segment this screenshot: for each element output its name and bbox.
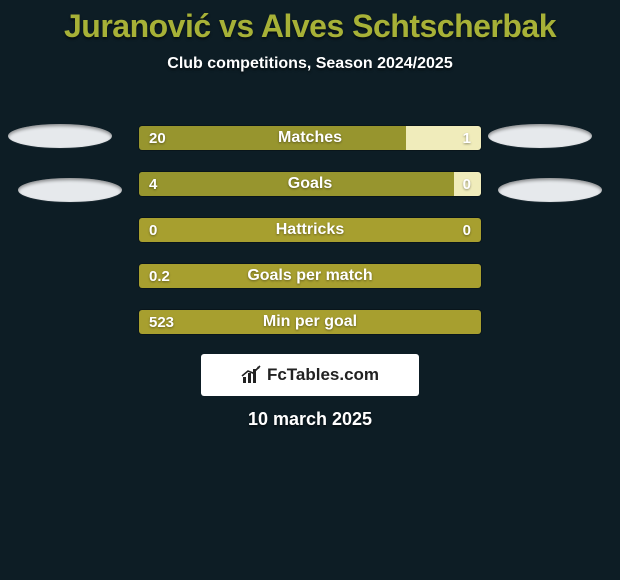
stat-bar: Min per goal523 [138,309,482,335]
left-ellipse-1 [8,124,112,148]
left-ellipse-2 [18,178,122,202]
bar-label: Min per goal [139,310,481,334]
date-text: 10 march 2025 [0,409,620,430]
stat-bar: Goals4 0 [138,171,482,197]
bar-value-left: 0 [149,218,157,242]
right-ellipse-2 [498,178,602,202]
stat-bar: Goals per match0.2 [138,263,482,289]
branding-text: FcTables.com [267,365,379,385]
bar-value-right: 0 [463,172,471,196]
bar-value-left: 4 [149,172,157,196]
bar-value-left: 20 [149,126,166,150]
right-ellipse-1 [488,124,592,148]
bar-label: Matches [139,126,481,150]
bar-value-right: 0 [463,218,471,242]
stat-bar: Matches20 1 [138,125,482,151]
bar-value-right: 1 [463,126,471,150]
bar-label: Goals [139,172,481,196]
branding-box: FcTables.com [201,354,419,396]
comparison-bars: Matches201Goals40Hattricks00Goals per ma… [138,125,482,355]
page-title: Juranović vs Alves Schtscherbak [0,0,620,45]
bar-value-left: 523 [149,310,174,334]
bar-label: Hattricks [139,218,481,242]
subtitle: Club competitions, Season 2024/2025 [0,55,620,73]
bar-label: Goals per match [139,264,481,288]
chart-icon [241,365,263,385]
bar-value-left: 0.2 [149,264,170,288]
stat-bar: Hattricks0 0 [138,217,482,243]
